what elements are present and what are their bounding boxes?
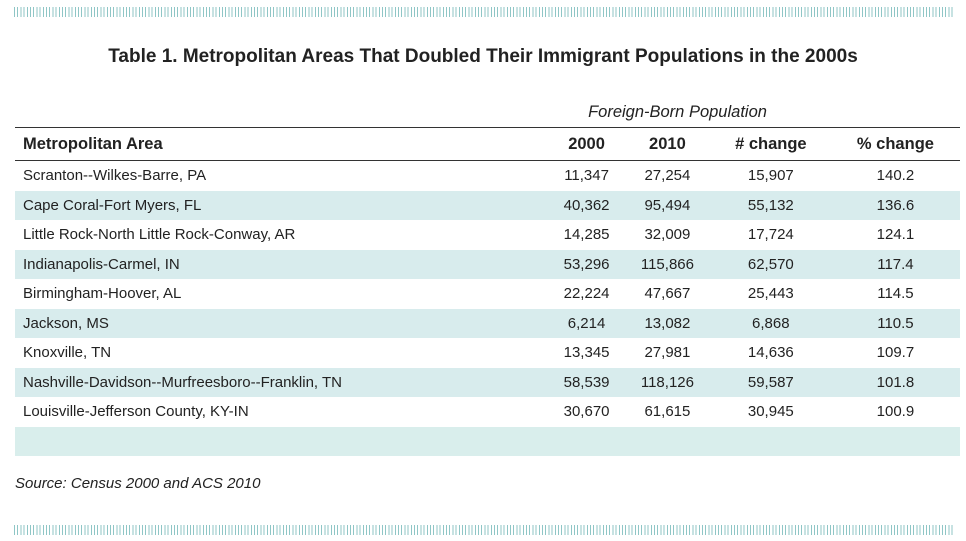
bottom-decorative-stripe xyxy=(14,525,954,535)
table-row: Cape Coral-Fort Myers, FL 40,362 95,494 55,… xyxy=(15,190,960,220)
value-cell: 17,724 xyxy=(747,226,794,244)
metro-area-cell: Indianapolis-Carmel, IN xyxy=(15,249,550,279)
value-cell: 55,132 xyxy=(710,190,831,220)
value-cell: 58,539 xyxy=(549,367,625,397)
metro-area-cell: Scranton--Wilkes-Barre, PA xyxy=(23,167,207,185)
metro-area-cell: Cape Coral-Fort Myers, FL xyxy=(15,190,550,220)
metro-area-cell: Louisville-Jefferson County, KY-IN xyxy=(23,403,249,421)
value-cell: 59,587 xyxy=(710,367,831,397)
value-cell: 14,285 xyxy=(563,226,610,244)
value-cell: 124.1 xyxy=(876,226,915,244)
value-cell: 101.8 xyxy=(830,367,960,397)
metro-area-cell: Birmingham-Hoover, AL xyxy=(23,285,182,303)
value-cell: 27,981 xyxy=(644,344,691,362)
value-cell: 53,296 xyxy=(549,249,625,279)
value-cell: 30,670 xyxy=(563,403,610,421)
column-header: 2010 xyxy=(624,127,711,161)
value-cell: 14,636 xyxy=(747,344,794,362)
empty-cell xyxy=(15,426,960,456)
value-cell: 61,615 xyxy=(644,403,691,421)
value-cell: 27,254 xyxy=(644,167,691,185)
value-cell: 117.4 xyxy=(830,249,960,279)
value-cell: 13,345 xyxy=(563,344,610,362)
value-cell: 140.2 xyxy=(876,167,915,185)
column-header: Metropolitan Area xyxy=(15,127,550,161)
value-cell: 100.9 xyxy=(876,403,915,421)
value-cell: 25,443 xyxy=(747,285,794,303)
value-cell: 136.6 xyxy=(830,190,960,220)
table-row: Little Rock-North Little Rock-Conway, AR… xyxy=(15,220,960,250)
group-header: Foreign-Born Population xyxy=(588,103,767,121)
top-decorative-stripe xyxy=(14,7,954,17)
value-cell: 11,347 xyxy=(564,167,609,185)
table-row: Indianapolis-Carmel, IN 53,296 115,866 62,5… xyxy=(15,249,960,279)
metro-area-cell: Jackson, MS xyxy=(15,308,550,338)
table-row: Louisville-Jefferson County, KY-IN 30,670… xyxy=(15,397,960,427)
table-title: Table 1. Metropolitan Areas That Doubled… xyxy=(108,46,858,67)
value-cell: 6,214 xyxy=(549,308,625,338)
value-cell: 32,009 xyxy=(644,226,691,244)
value-cell: 62,570 xyxy=(710,249,831,279)
value-cell: 40,362 xyxy=(549,190,625,220)
value-cell: 110.5 xyxy=(830,308,960,338)
header-row: Metropolitan Area 2000 2010 # change% chang… xyxy=(15,127,960,161)
source-note: Source: Census 2000 and ACS 2010 xyxy=(15,475,261,492)
value-cell: 47,667 xyxy=(644,285,691,303)
value-cell: 30,945 xyxy=(747,403,794,421)
value-cell: 114.5 xyxy=(877,285,914,303)
value-cell: 6,868 xyxy=(710,308,831,338)
table-row: Jackson, MS 6,214 13,082 6,868 110.5 xyxy=(15,308,960,338)
metro-area-cell: Nashville-Davidson--Murfreesboro--Frankl… xyxy=(15,367,550,397)
column-header: 2000 xyxy=(549,127,625,161)
column-header: # change xyxy=(710,127,831,161)
metro-area-cell: Knoxville, TN xyxy=(23,344,112,362)
value-cell: 115,866 xyxy=(624,249,711,279)
column-header: % change xyxy=(830,127,960,161)
value-cell: 15,907 xyxy=(747,167,794,185)
value-cell: 109.7 xyxy=(876,344,915,362)
metro-area-cell: Little Rock-North Little Rock-Conway, AR xyxy=(23,226,296,244)
value-cell: 22,224 xyxy=(563,285,610,303)
value-cell: 95,494 xyxy=(624,190,711,220)
table-row: Knoxville, TN 13,345 27,981 14,636 109.7 xyxy=(15,338,960,368)
data-table: Metropolitan Area 2000 2010 # change% chang… xyxy=(15,127,960,456)
value-cell: 13,082 xyxy=(624,308,711,338)
table-row: Scranton--Wilkes-Barre, PA 11,347 27,254 15… xyxy=(15,161,960,191)
table-row: Birmingham-Hoover, AL 22,224 47,667 25,443 1… xyxy=(15,279,960,309)
empty-row xyxy=(15,426,960,456)
value-cell: 118,126 xyxy=(624,367,711,397)
table-row: Nashville-Davidson--Murfreesboro--Frankl… xyxy=(15,367,960,397)
